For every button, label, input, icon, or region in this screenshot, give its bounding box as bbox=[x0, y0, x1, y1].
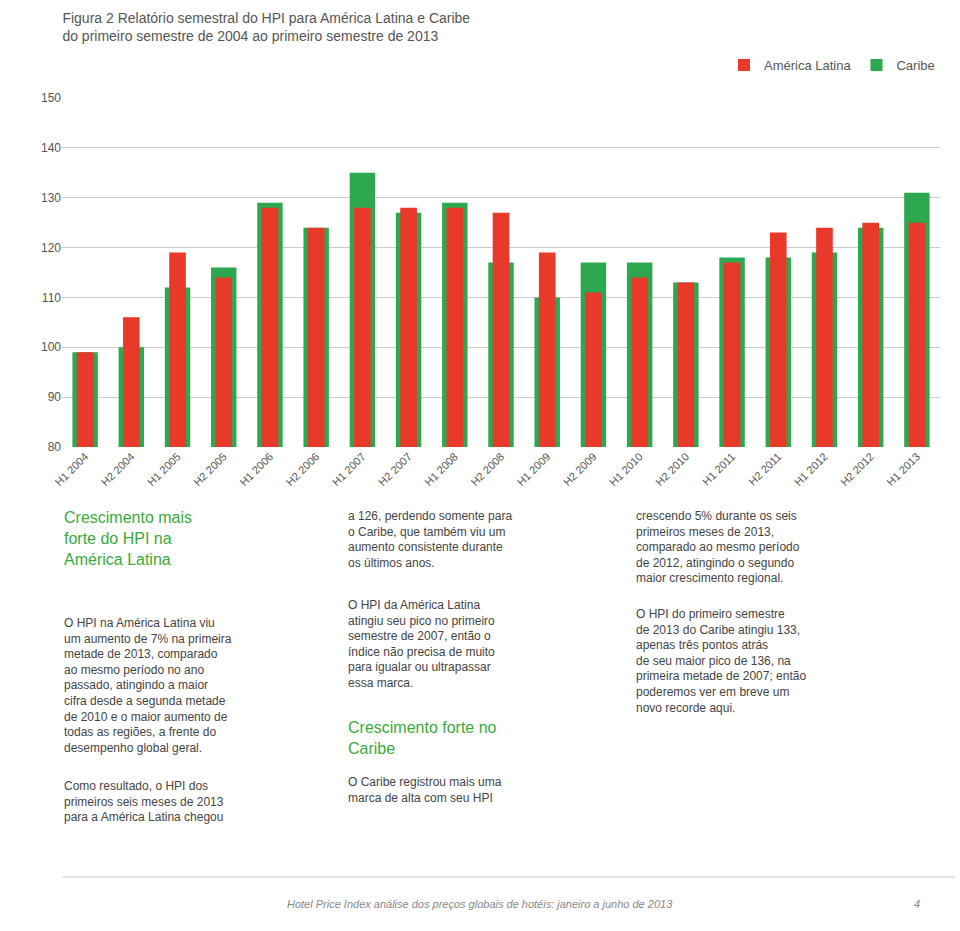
svg-text:Caribe: Caribe bbox=[896, 58, 934, 73]
svg-text:Figura 2 Relatório semestral d: Figura 2 Relatório semestral do HPI para… bbox=[62, 10, 470, 44]
svg-text:Hotel Price Index análise dos: Hotel Price Index análise dos preços glo… bbox=[287, 898, 673, 910]
svg-text:H2 2007: H2 2007 bbox=[376, 450, 414, 488]
svg-text:H1 2013: H1 2013 bbox=[884, 450, 922, 488]
svg-text:O HPI do primeiro semestrede 2: O HPI do primeiro semestrede 2013 do Car… bbox=[636, 607, 806, 715]
svg-text:80: 80 bbox=[48, 440, 62, 454]
svg-text:Como resultado, o HPI dosprime: Como resultado, o HPI dosprimeiros seis … bbox=[64, 779, 224, 824]
svg-text:H2 2012: H2 2012 bbox=[838, 450, 876, 488]
svg-text:140: 140 bbox=[41, 141, 61, 155]
svg-text:H1 2008: H1 2008 bbox=[422, 450, 460, 488]
svg-text:4: 4 bbox=[914, 898, 920, 910]
svg-text:O Caribe registrou mais umamar: O Caribe registrou mais umamarca de alta… bbox=[348, 775, 502, 805]
svg-text:H1 2006: H1 2006 bbox=[237, 450, 275, 488]
svg-text:H2 2004: H2 2004 bbox=[99, 450, 137, 488]
svg-text:100: 100 bbox=[41, 340, 61, 354]
svg-text:H2 2011: H2 2011 bbox=[746, 450, 783, 487]
svg-text:120: 120 bbox=[41, 241, 61, 255]
svg-text:H2 2006: H2 2006 bbox=[284, 450, 322, 488]
svg-text:H1 2004: H1 2004 bbox=[53, 450, 91, 488]
svg-text:crescendo 5% durante os seispr: crescendo 5% durante os seisprimeiros me… bbox=[636, 509, 800, 585]
svg-text:90: 90 bbox=[48, 390, 62, 404]
svg-text:H1 2010: H1 2010 bbox=[607, 450, 645, 488]
svg-text:130: 130 bbox=[41, 191, 61, 205]
svg-text:H1 2007: H1 2007 bbox=[330, 450, 368, 488]
svg-text:a 126, perdendo somente parao: a 126, perdendo somente parao Caribe, qu… bbox=[348, 509, 512, 570]
svg-text:H1 2011: H1 2011 bbox=[700, 450, 737, 487]
svg-text:110: 110 bbox=[42, 291, 61, 305]
svg-text:150: 150 bbox=[41, 91, 61, 105]
svg-text:H1 2009: H1 2009 bbox=[515, 450, 553, 488]
svg-text:H1 2005: H1 2005 bbox=[145, 450, 183, 488]
svg-text:H2 2010: H2 2010 bbox=[653, 450, 691, 488]
svg-text:O HPI na América Latina viuum: O HPI na América Latina viuum aumento de… bbox=[64, 616, 232, 755]
svg-text:H2 2005: H2 2005 bbox=[191, 450, 229, 488]
svg-text:Crescimento maisforte do HPI n: Crescimento maisforte do HPI naAmérica L… bbox=[64, 509, 192, 568]
svg-text:H1 2012: H1 2012 bbox=[792, 450, 830, 488]
svg-text:Crescimento forte noCaribe: Crescimento forte noCaribe bbox=[348, 719, 497, 757]
svg-text:H2 2009: H2 2009 bbox=[561, 450, 599, 488]
svg-text:O HPI da América Latinaatingiu: O HPI da América Latinaatingiu seu pico … bbox=[348, 598, 495, 690]
svg-text:H2 2008: H2 2008 bbox=[468, 450, 506, 488]
svg-text:América Latina: América Latina bbox=[764, 58, 851, 73]
